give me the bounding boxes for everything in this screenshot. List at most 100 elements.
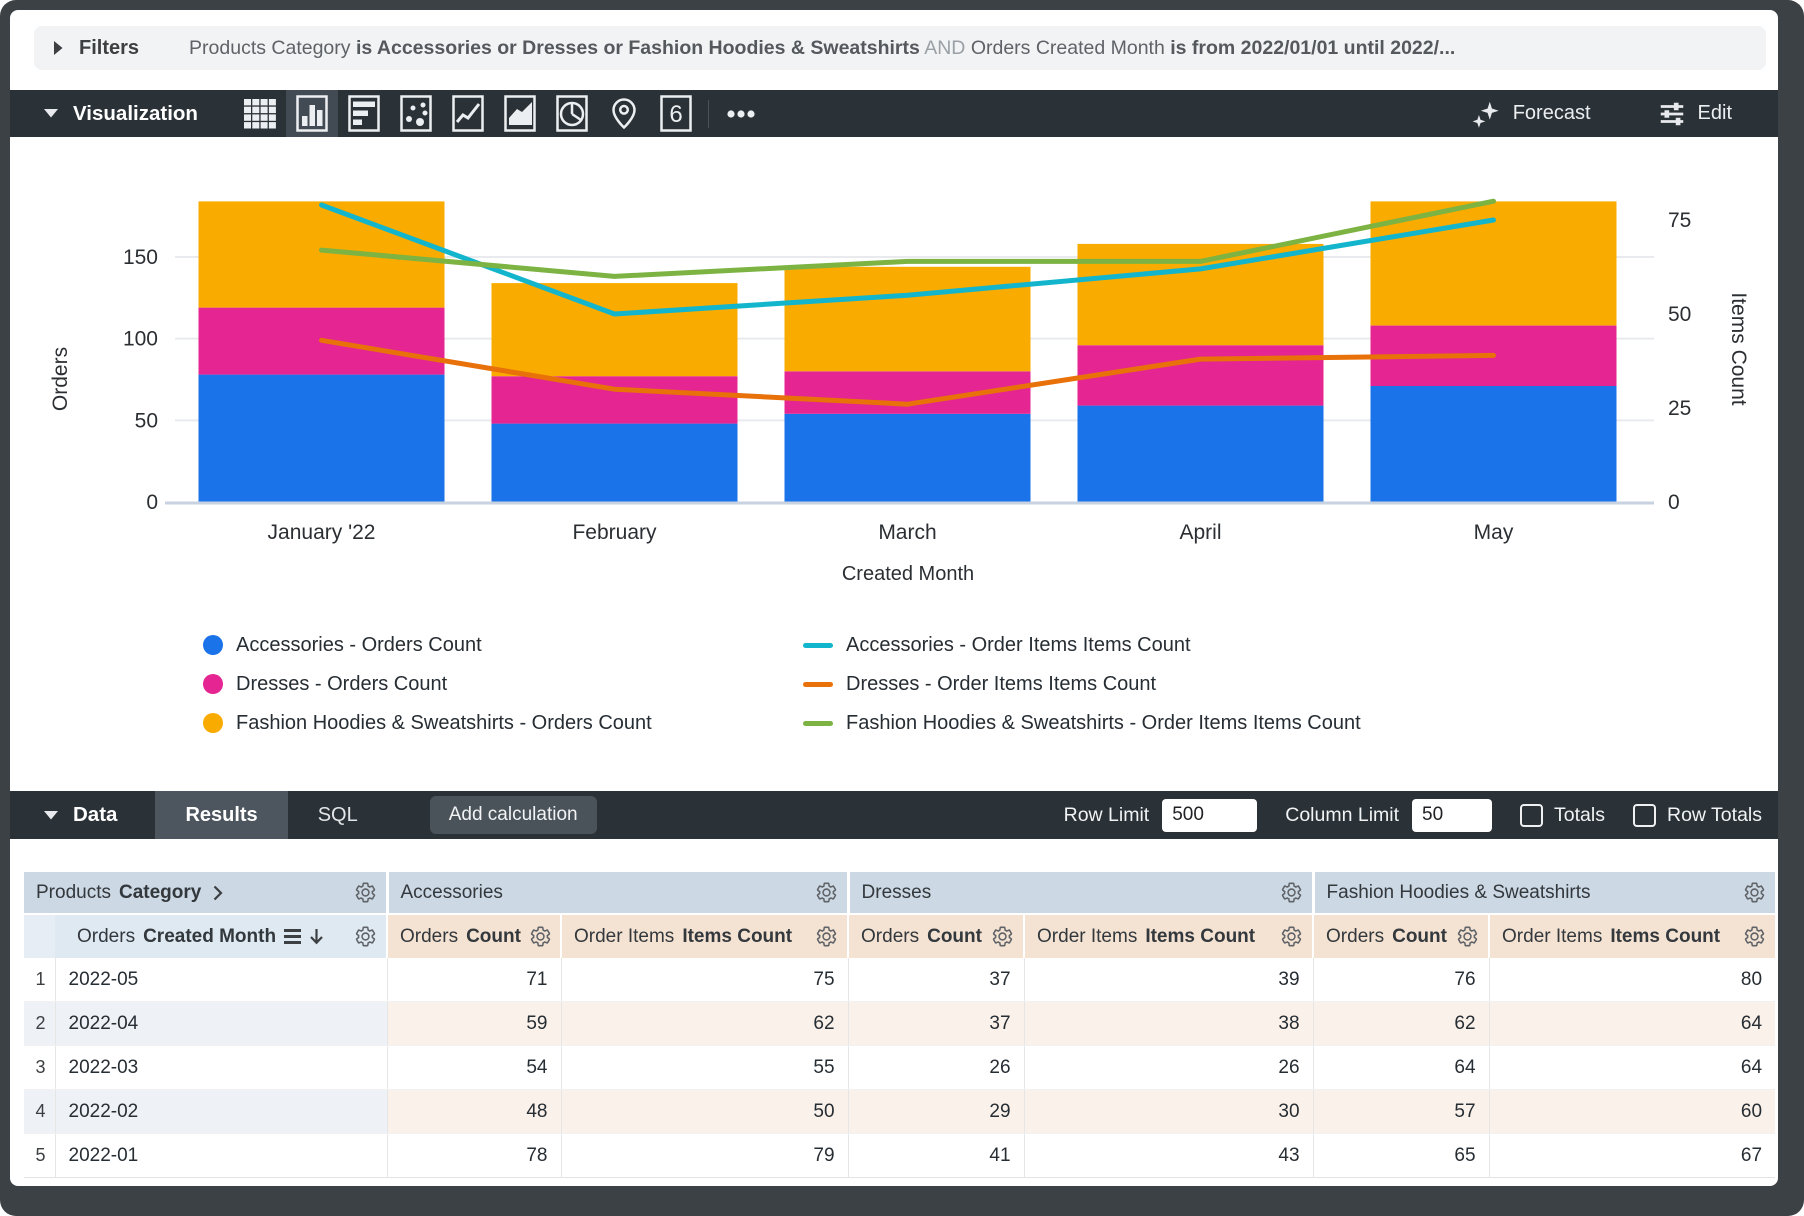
measure-cell[interactable]: 48 (386, 1089, 561, 1134)
measure-gear-icon[interactable] (1743, 925, 1766, 948)
bar-segment[interactable] (1077, 405, 1324, 502)
measure-cell[interactable]: 80 (1488, 958, 1776, 1002)
scatter-plot-icon[interactable] (390, 90, 442, 137)
bar-segment[interactable] (1370, 386, 1617, 502)
measure-cell[interactable]: 43 (1023, 1133, 1314, 1178)
measure-cell[interactable]: 37 (847, 958, 1025, 1002)
line-series-group[interactable] (319, 198, 1496, 407)
table-row[interactable]: 3 2022-03 54 55 26 26 64 64 (24, 1045, 1776, 1090)
bar-segment[interactable] (491, 423, 738, 502)
totals-toggle[interactable]: Totals (1520, 803, 1605, 827)
bar-segment[interactable] (784, 413, 1031, 502)
group-gear-icon[interactable] (1743, 881, 1766, 904)
bar-segment[interactable] (491, 376, 738, 424)
expand-filters-icon[interactable] (54, 41, 63, 55)
subtotal-icon[interactable] (284, 929, 302, 944)
single-value-icon[interactable]: 6 (650, 90, 702, 137)
measure-column-header[interactable]: Order Items Items Count (559, 913, 849, 958)
forecast-button[interactable]: Forecast (1470, 98, 1591, 130)
row-limit-input[interactable] (1162, 798, 1258, 832)
group-header[interactable]: Dresses (846, 872, 1314, 914)
measure-gear-icon[interactable] (815, 925, 838, 948)
table-row[interactable]: 2 2022-04 59 62 37 38 62 64 (24, 1001, 1776, 1046)
group-header[interactable]: Accessories (385, 872, 849, 914)
measure-cell[interactable]: 79 (560, 1133, 849, 1178)
bar-segment[interactable] (1077, 345, 1324, 406)
legend-item[interactable]: Dresses - Order Items Items Count (803, 672, 1361, 696)
measure-column-header[interactable]: Order Items Items Count (1488, 913, 1776, 958)
measure-cell[interactable]: 54 (386, 1045, 561, 1090)
line-series[interactable] (319, 202, 1496, 317)
dimension-cell[interactable]: 2022-02 (54, 1089, 387, 1134)
measure-cell[interactable]: 55 (560, 1045, 849, 1090)
measure-column-header[interactable]: Order Items Items Count (1023, 913, 1314, 958)
row-totals-toggle[interactable]: Row Totals (1632, 803, 1762, 827)
dimension-group-header[interactable]: Products Category (24, 872, 387, 914)
bar-segment[interactable] (198, 201, 445, 308)
measure-cell[interactable]: 39 (1023, 958, 1314, 1002)
measure-cell[interactable]: 71 (386, 958, 561, 1002)
table-icon[interactable] (234, 90, 286, 137)
table-row[interactable]: 1 2022-05 71 75 37 39 76 80 (24, 958, 1776, 1002)
measure-gear-icon[interactable] (529, 925, 552, 948)
dimension-cell[interactable]: 2022-04 (54, 1001, 387, 1046)
bar-segment[interactable] (784, 266, 1031, 372)
area-chart-icon[interactable] (494, 90, 546, 137)
stacked-bars[interactable] (198, 201, 1617, 502)
measure-cell[interactable]: 78 (386, 1133, 561, 1178)
legend-item[interactable]: Accessories - Orders Count (203, 633, 803, 657)
line-series[interactable] (319, 198, 1496, 279)
measure-cell[interactable]: 75 (560, 958, 849, 1002)
tab-sql[interactable]: SQL (317, 803, 358, 826)
measure-cell[interactable]: 64 (1488, 1001, 1776, 1046)
measure-cell[interactable]: 64 (1488, 1045, 1776, 1090)
measure-gear-icon[interactable] (991, 925, 1014, 948)
measure-cell[interactable]: 60 (1488, 1089, 1776, 1134)
bar-chart-icon[interactable] (338, 90, 390, 137)
measure-cell[interactable]: 67 (1488, 1133, 1776, 1178)
measure-column-header[interactable]: Orders Count (386, 913, 561, 958)
legend-item[interactable]: Fashion Hoodies & Sweatshirts - Orders C… (203, 711, 803, 735)
edit-button[interactable]: Edit (1657, 99, 1732, 129)
legend-item[interactable]: Dresses - Orders Count (203, 672, 803, 696)
dimension-column-gear-icon[interactable] (354, 925, 377, 948)
measure-cell[interactable]: 62 (1312, 1001, 1490, 1046)
table-row[interactable]: 4 2022-02 48 50 29 30 57 60 (24, 1089, 1776, 1134)
legend-item[interactable]: Fashion Hoodies & Sweatshirts - Order It… (803, 711, 1361, 735)
bar-segment[interactable] (198, 374, 445, 502)
measure-cell[interactable]: 62 (560, 1001, 849, 1046)
measure-cell[interactable]: 57 (1312, 1089, 1490, 1134)
collapse-data-icon[interactable] (44, 810, 58, 820)
dimension-cell[interactable]: 2022-03 (54, 1045, 387, 1090)
measure-cell[interactable]: 64 (1312, 1045, 1490, 1090)
legend-item[interactable]: Accessories - Order Items Items Count (803, 633, 1361, 657)
group-header[interactable]: Fashion Hoodies & Sweatshirts (1311, 872, 1776, 914)
measure-cell[interactable]: 41 (847, 1133, 1025, 1178)
row-totals-checkbox[interactable] (1632, 803, 1656, 827)
map-icon[interactable] (598, 90, 650, 137)
measure-cell[interactable]: 50 (560, 1089, 849, 1134)
more-options-icon[interactable] (715, 90, 767, 137)
measure-cell[interactable]: 38 (1023, 1001, 1314, 1046)
measure-cell[interactable]: 37 (847, 1001, 1025, 1046)
measure-gear-icon[interactable] (1456, 925, 1479, 948)
measure-cell[interactable]: 76 (1312, 958, 1490, 1002)
column-chart-icon[interactable] (285, 90, 338, 137)
measure-cell[interactable]: 29 (847, 1089, 1025, 1134)
measure-cell[interactable]: 30 (1023, 1089, 1314, 1134)
collapse-visualization-icon[interactable] (44, 109, 58, 118)
tab-results[interactable]: Results (155, 791, 288, 839)
measure-cell[interactable]: 59 (386, 1001, 561, 1046)
sort-desc-icon[interactable] (309, 928, 324, 945)
measure-column-header[interactable]: Orders Count (847, 913, 1025, 958)
filters-bar[interactable]: Filters Products Category is Accessories… (34, 26, 1766, 70)
group-gear-icon[interactable] (815, 881, 838, 904)
dimension-cell[interactable]: 2022-05 (54, 958, 387, 1002)
measure-cell[interactable]: 65 (1312, 1133, 1490, 1178)
totals-checkbox[interactable] (1520, 803, 1544, 827)
line-series[interactable] (319, 337, 1496, 407)
bar-segment[interactable] (491, 283, 738, 377)
table-row[interactable]: 5 2022-01 78 79 41 43 65 67 (24, 1133, 1776, 1178)
chevron-right-icon[interactable] (213, 885, 223, 901)
measure-gear-icon[interactable] (1280, 925, 1303, 948)
